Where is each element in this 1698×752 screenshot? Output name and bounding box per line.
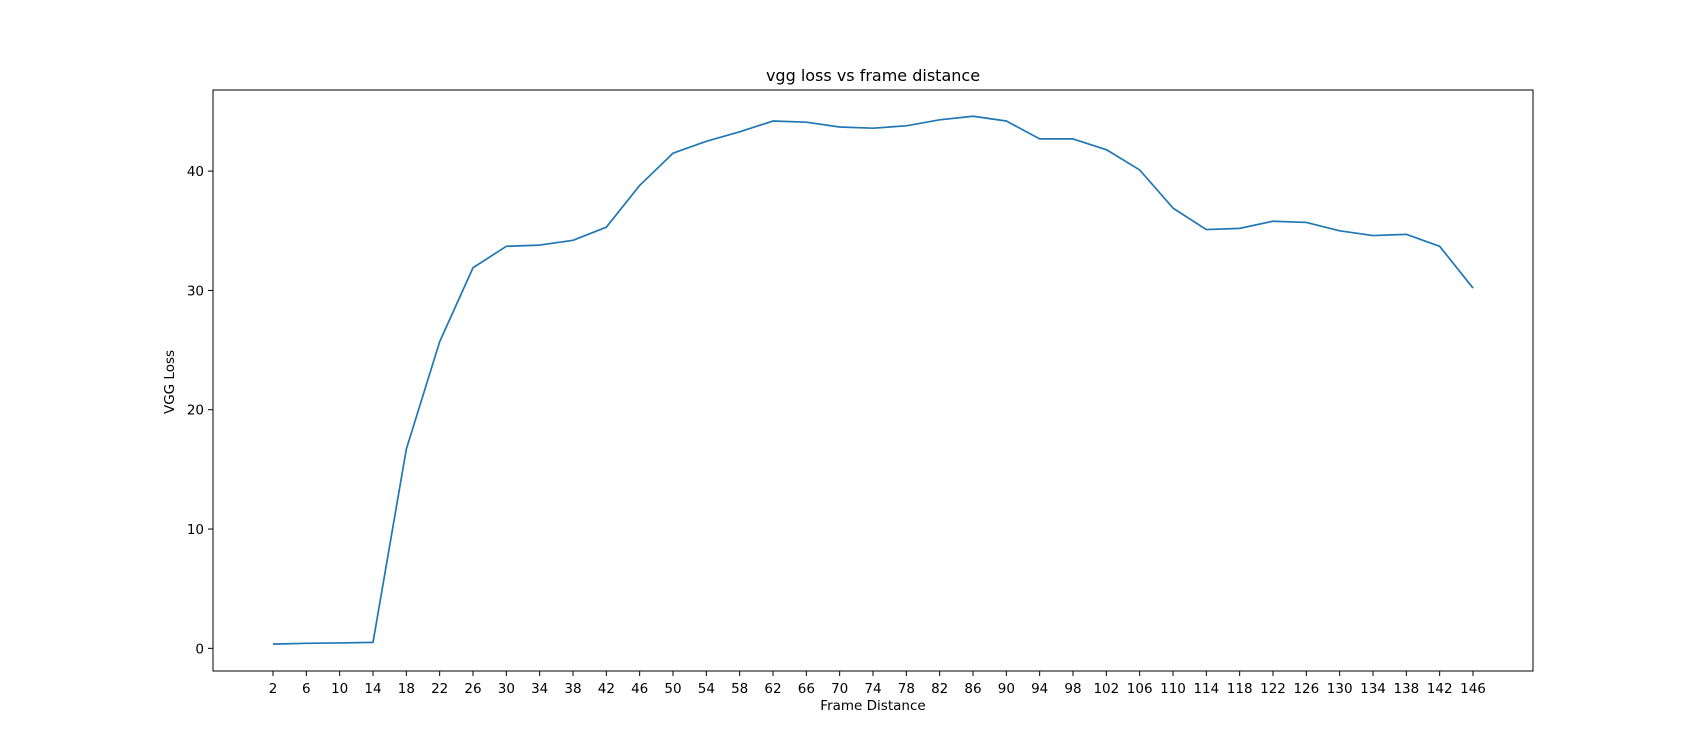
y-tick-label: 10 (187, 522, 204, 538)
x-tick-label: 134 (1360, 681, 1386, 697)
x-tick-label: 74 (864, 681, 881, 697)
series-line-0 (272, 115, 1474, 646)
x-tick-label: 14 (364, 681, 381, 697)
x-tick-label: 138 (1393, 681, 1419, 697)
x-tick-label: 18 (398, 681, 415, 697)
y-tick-label: 40 (187, 164, 204, 180)
x-tick-label: 82 (931, 681, 948, 697)
chart-title: vgg loss vs frame distance (765, 66, 981, 85)
x-tick-label: 86 (964, 681, 981, 697)
x-tick-label: 6 (302, 681, 311, 697)
x-tick-label: 30 (498, 681, 515, 697)
x-tick-label: 146 (1460, 681, 1486, 697)
x-tick-label: 10 (331, 681, 348, 697)
y-tick-label: 0 (195, 641, 204, 657)
y-axis-label: VGG Loss (162, 349, 178, 415)
x-tick-label: 2 (269, 681, 278, 697)
x-tick-label: 54 (698, 681, 715, 697)
x-tick-label: 70 (831, 681, 848, 697)
x-tick-label: 110 (1160, 681, 1186, 697)
x-tick-label: 22 (431, 681, 448, 697)
plot-frame (212, 89, 1534, 672)
x-tick-label: 62 (764, 681, 781, 697)
x-tick-label: 46 (631, 681, 648, 697)
x-tick-label: 126 (1293, 681, 1319, 697)
x-tick-label: 106 (1127, 681, 1153, 697)
x-tick-label: 26 (464, 681, 481, 697)
x-tick-label: 122 (1260, 681, 1286, 697)
x-tick-label: 90 (998, 681, 1015, 697)
x-tick-label: 114 (1193, 681, 1219, 697)
y-tick-label: 20 (187, 403, 204, 419)
x-tick-label: 142 (1427, 681, 1453, 697)
x-tick-label: 94 (1031, 681, 1048, 697)
x-tick-label: 66 (798, 681, 815, 697)
x-axis-label: Frame Distance (820, 698, 926, 714)
x-tick-label: 98 (1064, 681, 1081, 697)
x-tick-label: 34 (531, 681, 548, 697)
x-tick-label: 38 (564, 681, 581, 697)
x-tick-label: 78 (898, 681, 915, 697)
x-tick-label: 130 (1327, 681, 1353, 697)
x-tick-label: 118 (1227, 681, 1253, 697)
x-tick-label: 58 (731, 681, 748, 697)
y-tick-label: 30 (187, 283, 204, 299)
x-tick-label: 50 (664, 681, 681, 697)
x-tick-label: 102 (1093, 681, 1119, 697)
x-tick-label: 42 (598, 681, 615, 697)
